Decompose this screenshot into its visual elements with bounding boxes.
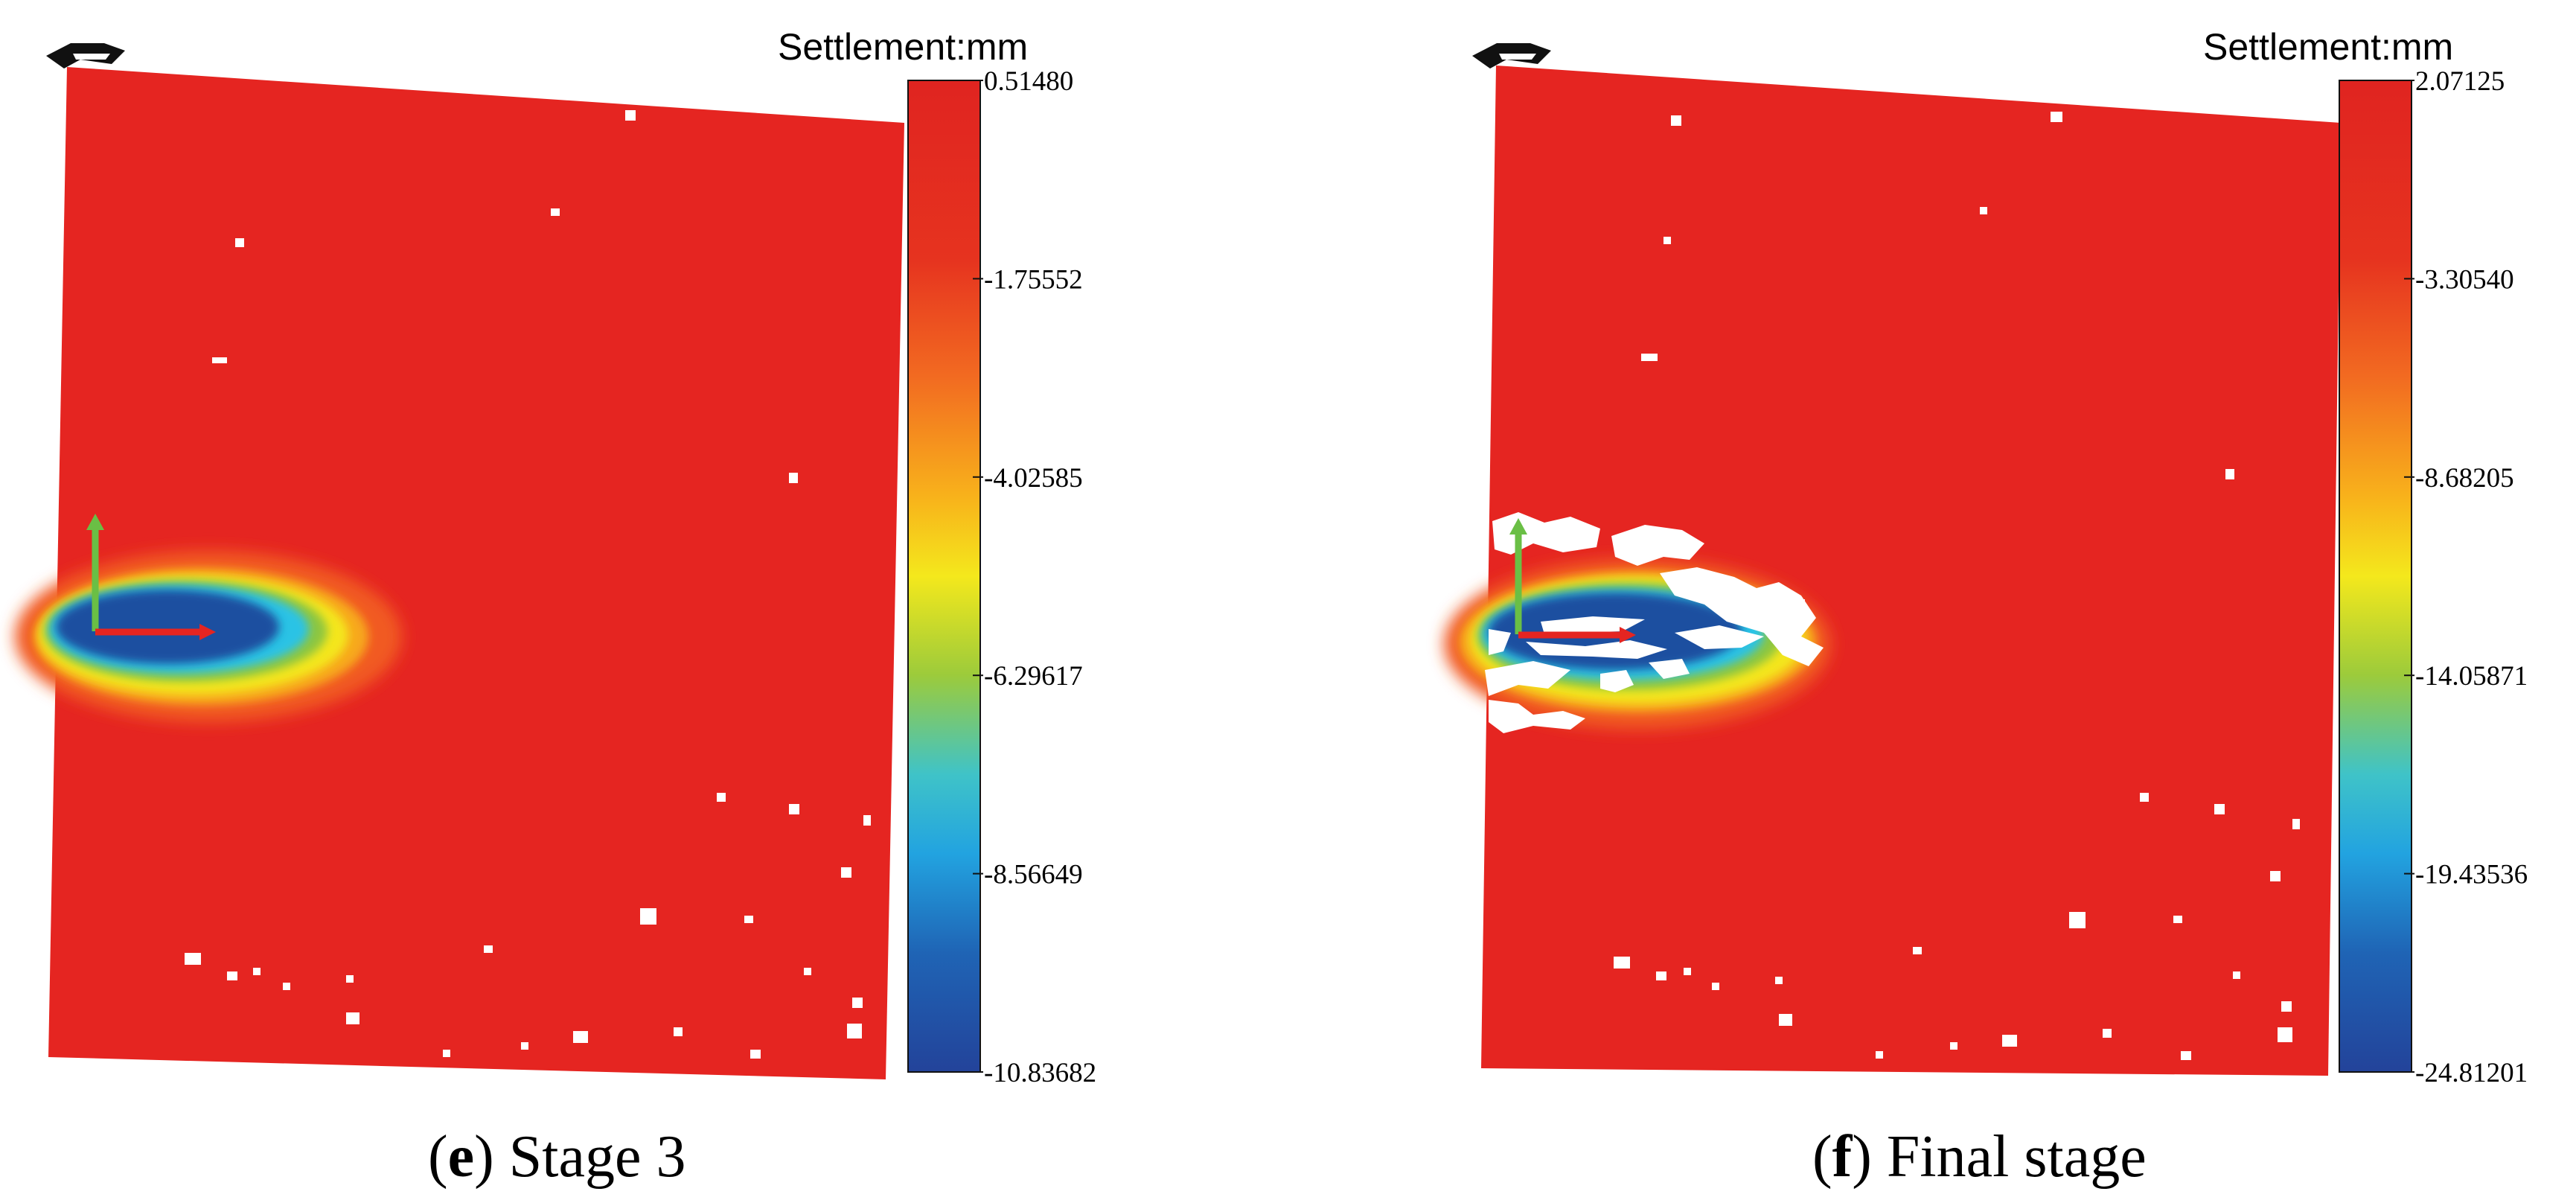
panel-f: Settlement:mm 2.07125 -3.30540 -8.68205 -14… (1444, 26, 2528, 1190)
colorbar-e: Settlement:mm 0.51480 -1.75552 -4.02585 -6.… (778, 26, 1096, 1088)
colorbar-tick-label: -10.83682 (984, 1058, 1096, 1088)
colorbar-tick-label: -3.30540 (2415, 264, 2514, 295)
colorbar-gradient-f (2339, 80, 2412, 1073)
local-axes-f (1509, 518, 1636, 643)
caption-text-f: Final stage (1887, 1124, 2147, 1190)
colorbar-tick-label: -4.02585 (984, 463, 1083, 494)
panel-label-e: e (448, 1124, 475, 1190)
colorbar-gradient-e (907, 80, 981, 1073)
panel-label-f: f (1832, 1124, 1853, 1190)
colorbar-tick-label: -8.68205 (2415, 463, 2514, 494)
colorbar-tick-label: 0.51480 (984, 66, 1073, 97)
local-axes-e (86, 514, 216, 640)
colorbar-tick-label: 2.07125 (2415, 66, 2505, 97)
colorbar-ticks-f: 2.07125 -3.30540 -8.68205 -14.05871 -19.4353… (2404, 66, 2528, 1088)
caption-text-e: Stage 3 (509, 1124, 686, 1190)
caption-e: (e) Stage 3 (428, 1124, 686, 1190)
legend-title-f: Settlement:mm (2203, 26, 2453, 68)
data-gaps-f (1614, 112, 2300, 1060)
data-gaps-basin-f (1485, 512, 1824, 733)
colorbar-tick-label: -8.56649 (984, 860, 1083, 890)
panel-e: Settlement:mm 0.51480 -1.75552 -4.02585 -6.… (15, 26, 1096, 1190)
software-logo-f (1472, 43, 1551, 68)
colorbar-tick-label: -1.75552 (984, 264, 1083, 295)
colorbar-f: Settlement:mm 2.07125 -3.30540 -8.68205 -14… (2203, 26, 2528, 1088)
settlement-field-f (1481, 66, 2341, 1076)
colorbar-tick-label: -19.43536 (2415, 860, 2528, 890)
colorbar-tick-label: -14.05871 (2415, 661, 2528, 692)
legend-title-e: Settlement:mm (778, 26, 1028, 68)
data-gaps-e (185, 110, 871, 1059)
software-logo-e (46, 43, 125, 68)
colorbar-ticks-e: 0.51480 -1.75552 -4.02585 -6.29617 -8.56649 -… (973, 66, 1096, 1088)
colorbar-tick-label: -6.29617 (984, 661, 1083, 692)
settlement-field-e (48, 67, 904, 1079)
settlement-basin-e (15, 551, 402, 722)
colorbar-tick-label: -24.81201 (2415, 1058, 2528, 1088)
caption-f: (f) Final stage (1812, 1124, 2147, 1190)
